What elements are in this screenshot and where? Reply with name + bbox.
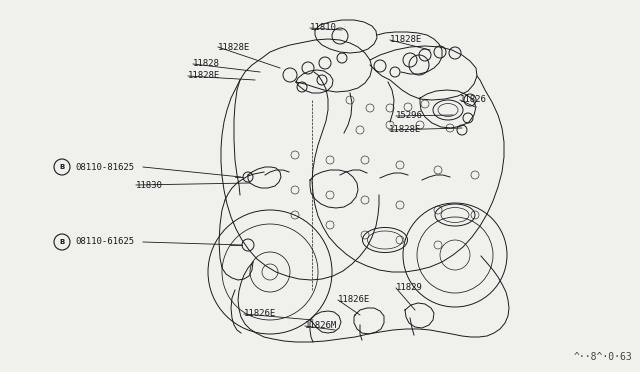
- Text: 11826E: 11826E: [244, 310, 276, 318]
- Text: 11830: 11830: [136, 180, 163, 189]
- Text: ^··8^·0·63: ^··8^·0·63: [573, 352, 632, 362]
- Text: 11828E: 11828E: [390, 35, 422, 45]
- Text: B: B: [60, 239, 65, 245]
- Text: 08110-81625: 08110-81625: [75, 163, 134, 171]
- Text: 15296: 15296: [396, 112, 423, 121]
- Text: 11829: 11829: [396, 283, 423, 292]
- Text: 11826M: 11826M: [305, 321, 337, 330]
- Text: 11826E: 11826E: [338, 295, 371, 305]
- Text: 11826: 11826: [460, 96, 487, 105]
- Text: 11828E: 11828E: [188, 71, 220, 80]
- Text: 08110-61625: 08110-61625: [75, 237, 134, 247]
- Text: 11828E: 11828E: [389, 125, 421, 135]
- Text: 11828: 11828: [193, 60, 220, 68]
- Text: 11810: 11810: [310, 23, 337, 32]
- Text: 11828E: 11828E: [218, 42, 250, 51]
- Text: B: B: [60, 164, 65, 170]
